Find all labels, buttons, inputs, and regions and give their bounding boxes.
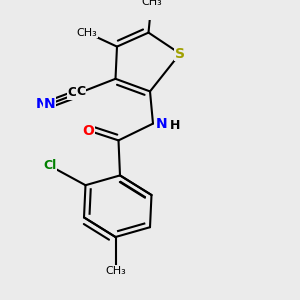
Text: CH₃: CH₃ [141,0,162,7]
Text: CH₃: CH₃ [76,28,98,38]
Text: O: O [82,124,94,138]
Text: N: N [44,97,55,111]
Text: S: S [175,46,185,61]
Text: C: C [76,85,85,98]
Text: CH₃: CH₃ [105,266,126,276]
Text: N: N [156,117,168,130]
Text: C: C [68,86,76,99]
Text: Cl: Cl [43,159,56,172]
Text: H: H [169,118,180,131]
Text: N: N [36,97,48,111]
